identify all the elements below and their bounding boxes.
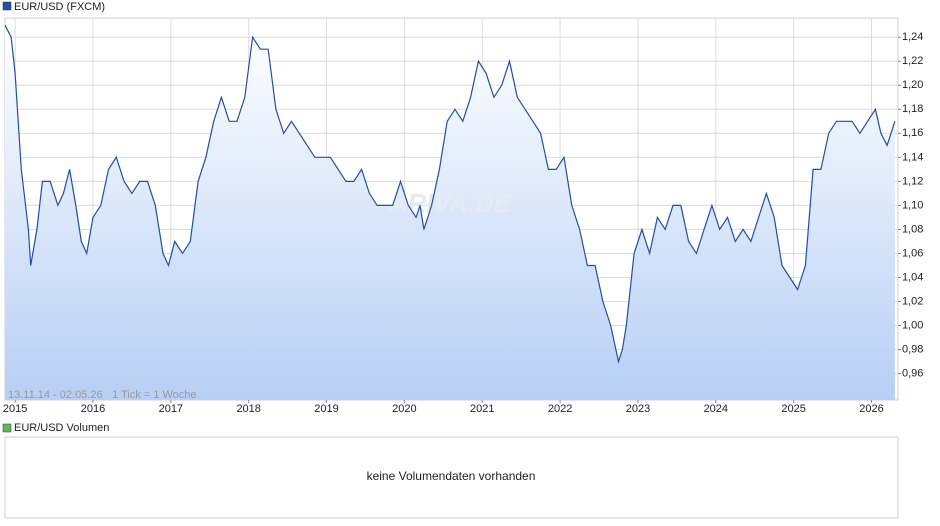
y-tick-label: 1,20	[902, 79, 923, 91]
x-tick-label: 2017	[159, 403, 183, 415]
legend-swatch	[2, 1, 12, 11]
tick-note: 1 Tick = 1 Woche	[112, 389, 196, 401]
x-tick-label: 2021	[470, 403, 494, 415]
y-tick-label: 1,00	[902, 319, 923, 331]
y-tick-label: 0,96	[902, 367, 923, 379]
x-tick-label: 2016	[81, 403, 105, 415]
y-tick-label: 1,08	[902, 223, 923, 235]
watermark: ARIVA.DE	[388, 188, 512, 218]
x-tick-label: 2026	[859, 403, 883, 415]
y-tick-label: 0,98	[902, 343, 923, 355]
y-tick-label: 1,02	[902, 295, 923, 307]
x-tick-label: 2023	[626, 403, 650, 415]
volume-message: keine Volumendaten vorhanden	[367, 469, 536, 483]
x-tick-label: 2015	[3, 403, 27, 415]
y-tick-label: 1,04	[902, 271, 923, 283]
y-tick-label: 1,10	[902, 199, 923, 211]
y-tick-label: 1,14	[902, 151, 923, 163]
y-tick-label: 1,22	[902, 55, 923, 67]
x-tick-label: 2018	[236, 403, 260, 415]
x-tick-label: 2022	[548, 403, 572, 415]
legend-swatch	[2, 423, 12, 433]
y-tick-label: 1,06	[902, 247, 923, 259]
x-tick-label: 2019	[314, 403, 338, 415]
x-tick-label: 2020	[392, 403, 416, 415]
period-label: 13.11.14 - 02.05.26	[8, 389, 103, 401]
area	[5, 25, 895, 400]
x-tick-label: 2024	[704, 403, 728, 415]
volume-title: EUR/USD Volumen	[14, 422, 109, 434]
y-tick-label: 1,18	[902, 103, 923, 115]
x-tick-label: 2025	[781, 403, 805, 415]
volume-panel	[4, 436, 899, 519]
y-tick-label: 1,24	[902, 31, 923, 43]
y-tick-label: 1,12	[902, 175, 923, 187]
y-tick-label: 1,16	[902, 127, 923, 139]
line	[4, 24, 896, 364]
legend-label: EUR/USD (FXCM)	[14, 1, 105, 13]
